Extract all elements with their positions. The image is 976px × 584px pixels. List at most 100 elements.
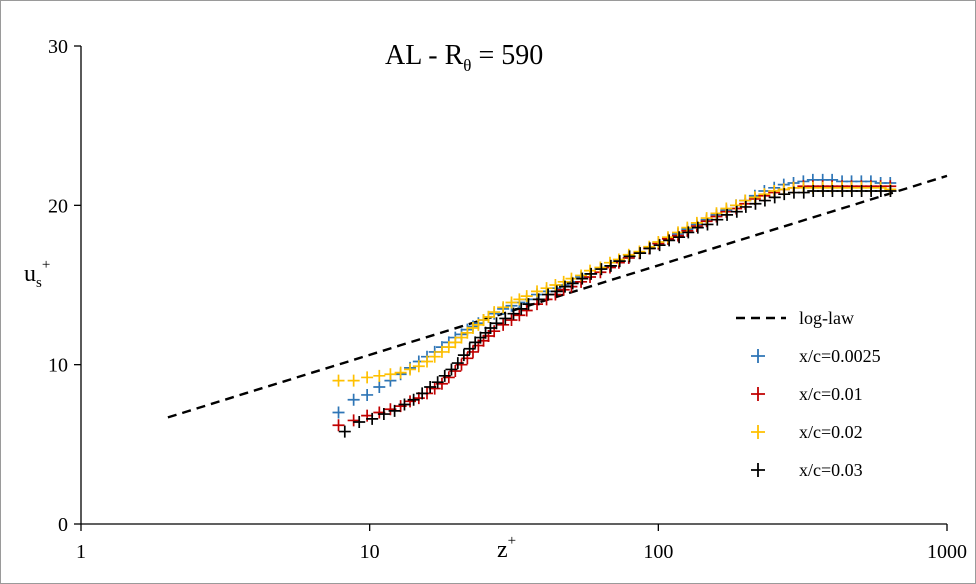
data-point [398,398,411,411]
legend-label: x/c=0.01 [799,384,863,404]
y-tick-label: 20 [48,195,68,217]
y-tick-label: 0 [58,514,68,536]
series-4 [338,184,897,438]
data-point [550,285,563,298]
x-tick-label: 100 [643,541,673,563]
data-point [613,255,626,268]
x-axis-label: z+ [497,533,516,563]
data-point [442,341,455,354]
data-point [559,280,572,293]
data-point [700,212,713,225]
data-point [663,234,676,247]
data-point [691,221,704,234]
data-point [507,307,520,320]
data-point [739,200,752,213]
data-point [424,380,437,393]
x-tick-label: 1000 [927,541,967,563]
data-point [542,288,555,301]
legend-swatch [751,387,765,401]
data-point [682,226,695,239]
data-point [585,267,598,280]
data-point [673,231,686,244]
data-point [653,239,666,252]
legend-label: x/c=0.02 [799,422,863,442]
data-point [643,242,656,255]
data-point [749,197,762,210]
x-tick-label: 1 [76,541,86,563]
data-point [373,369,386,382]
data-point [412,360,425,373]
y-tick-label: 10 [48,355,68,377]
data-point [373,380,386,393]
data-point [332,374,345,387]
data-point [499,312,512,325]
data-point [384,368,397,381]
data-point [332,419,345,432]
data-point [421,355,434,368]
y-axis-label: us+ [24,257,50,291]
data-point [451,357,464,370]
data-point [332,406,345,419]
data-point [884,184,897,197]
data-point [513,293,526,306]
data-point [407,393,420,406]
data-point [388,404,401,417]
data-point [768,191,781,204]
data-point [438,369,451,382]
data-point [347,414,360,427]
data-point [797,186,810,199]
data-point [515,302,528,315]
legend-swatch [751,463,765,477]
data-point [457,349,470,362]
data-point [711,213,724,226]
data-point [416,387,429,400]
data-point [377,408,390,421]
data-point [540,282,553,295]
data-point [497,301,510,314]
data-point [505,296,518,309]
data-point [612,253,625,266]
data-point [449,336,462,349]
chart-title: AL - Rθ = 590 [385,40,543,75]
data-point [522,298,535,311]
data-point [604,259,617,272]
data-point [520,290,533,303]
data-point [721,208,734,221]
data-point [497,318,510,331]
data-point [623,250,636,263]
data-point [484,322,497,335]
data-point [466,345,479,358]
data-point [758,194,771,207]
data-point [566,277,579,290]
data-point [595,263,608,276]
data-point [505,314,518,327]
data-point [353,416,366,429]
legend: log-law x/c=0.0025 x/c=0.01 x/c=0.02 x/c=0.0… [736,308,881,480]
data-point [435,345,448,358]
data-point [513,309,526,322]
axes: 0 10 20 30 1 10 100 1000 [48,36,967,563]
legend-swatch [751,425,765,439]
data-point [576,272,589,285]
x-tick-label: 10 [360,541,380,563]
data-point [394,366,407,379]
data-point [338,425,351,438]
data-point [730,205,743,218]
data-points-layer [332,173,897,438]
data-point [463,342,476,355]
data-point [431,376,444,389]
data-point [701,218,714,231]
data-point [404,363,417,376]
data-point [594,261,607,274]
legend-swatch [751,349,765,363]
series-1 [332,173,897,419]
data-point [428,350,441,363]
data-point [778,188,791,201]
data-point [347,393,360,406]
data-point [634,247,647,260]
data-point [520,304,533,317]
data-point [490,317,503,330]
data-point [361,371,374,384]
